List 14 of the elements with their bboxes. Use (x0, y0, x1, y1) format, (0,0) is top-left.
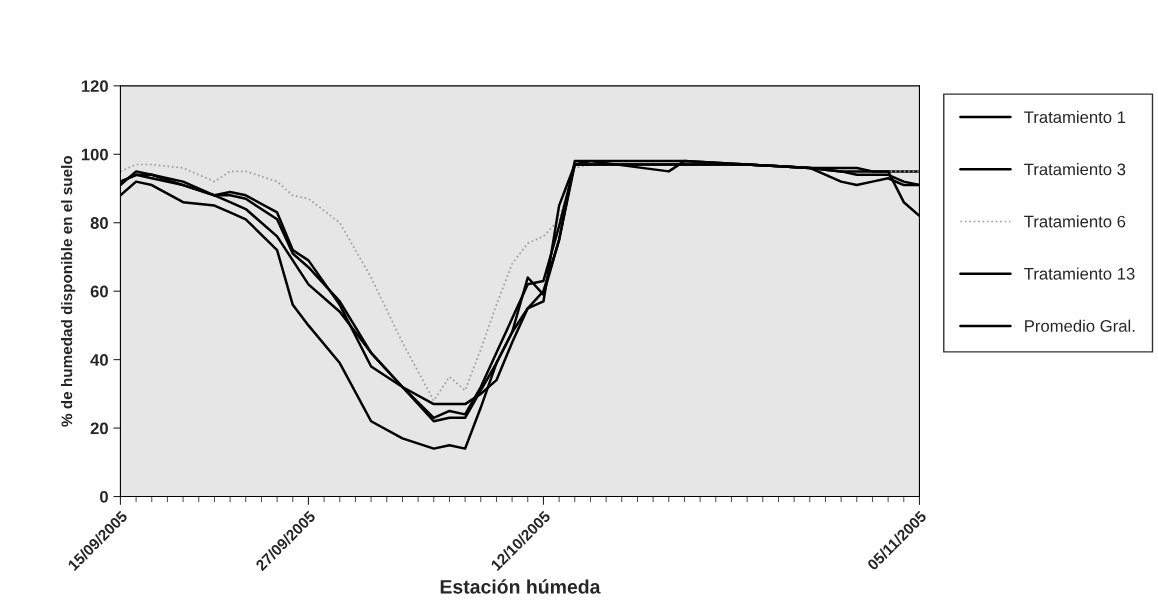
legend-label: Promedio Gral. (1025, 319, 1135, 332)
legend-label: Tratamiento 13 (1024, 267, 1135, 280)
y-tick-label: 0 (100, 490, 108, 503)
y-tick-label: 120 (81, 80, 108, 93)
x-axis-title: Estación húmeda (440, 579, 601, 594)
legend-label: Tratamiento 6 (1024, 215, 1126, 228)
y-tick-label: 80 (90, 217, 108, 229)
legend-label: Tratamiento 3 (1024, 163, 1126, 176)
y-tick-label: 20 (90, 422, 108, 435)
y-axis-title: % de humedad disponible en el suelo (61, 155, 76, 427)
y-tick-label: 40 (90, 354, 108, 366)
y-tick-label: 100 (81, 148, 108, 161)
y-tick-label: 60 (90, 285, 108, 298)
legend-label: Tratamiento 1 (1024, 110, 1126, 124)
